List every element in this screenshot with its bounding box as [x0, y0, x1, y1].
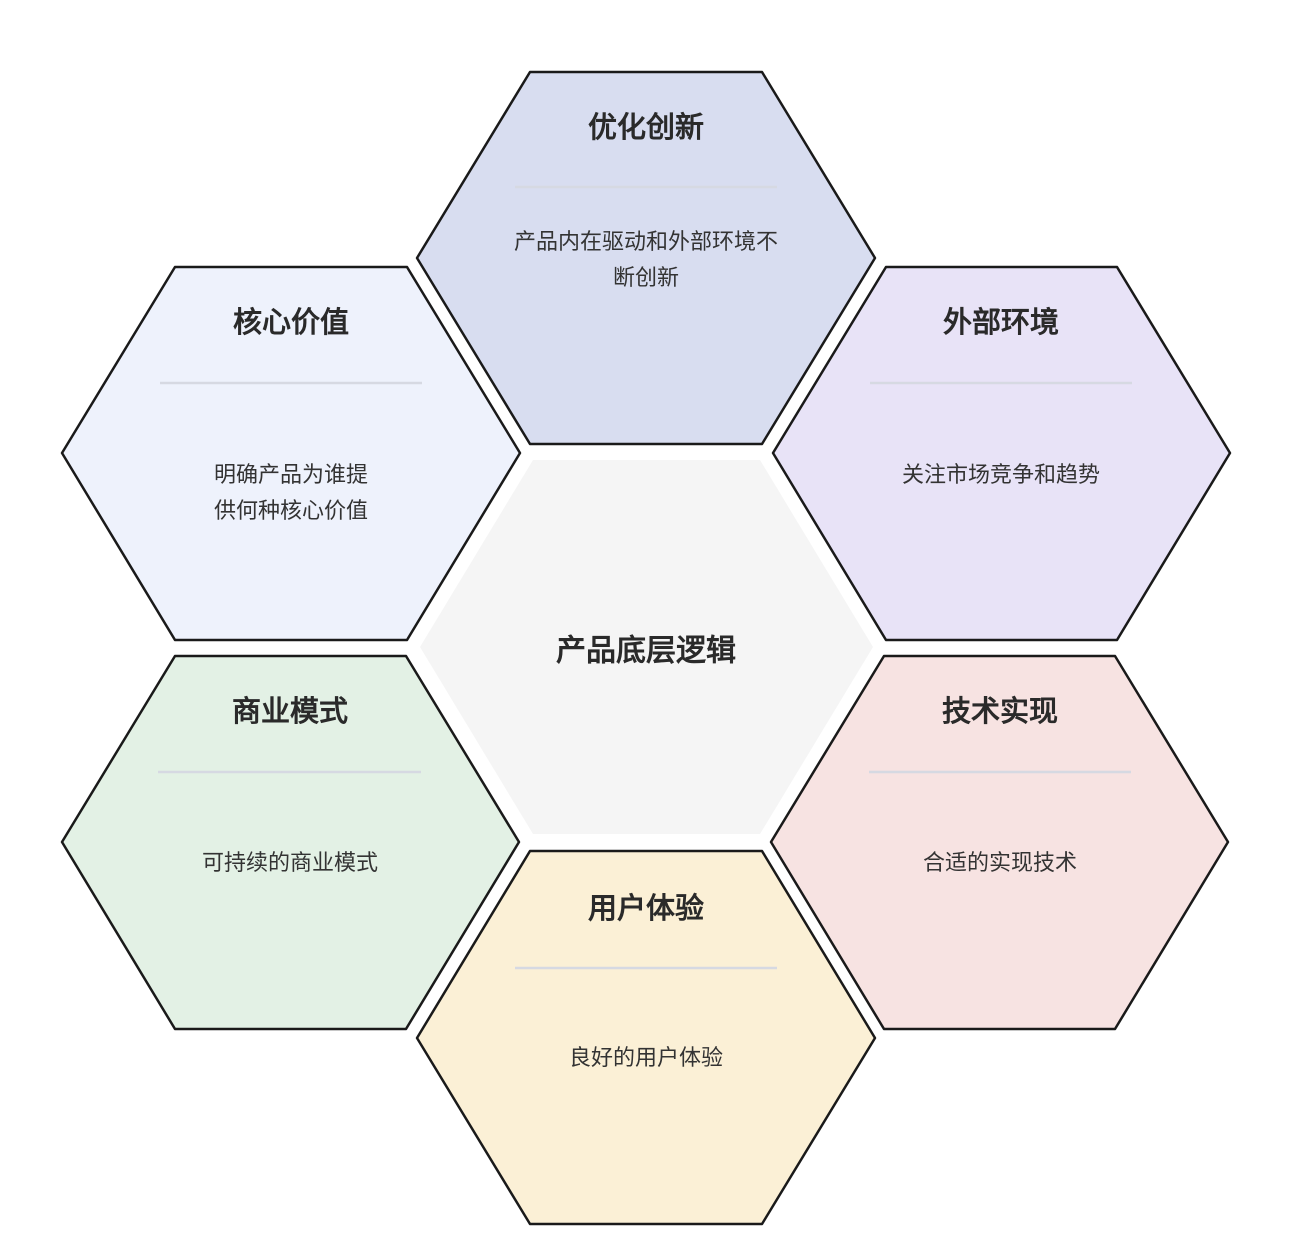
hexagon-title: 用户体验: [588, 891, 704, 925]
hexagon-title: 优化创新: [588, 110, 704, 144]
hexagon-core-value: 核心价值 明确产品为谁提 供何种核心价值: [60, 265, 522, 642]
center-title: 产品底层逻辑: [556, 634, 736, 669]
hexagon-shape: [415, 70, 877, 446]
center-hexagon: 产品底层逻辑: [420, 460, 873, 834]
center-hexagon-shape: [420, 460, 873, 834]
hexagon-user-experience: 用户体验 良好的用户体验: [415, 849, 877, 1226]
hexagon-description-line-1: 良好的用户体验: [569, 1046, 723, 1071]
hexagon-external-env: 外部环境 关注市场竞争和趋势: [771, 265, 1232, 642]
hexagon-shape: [415, 849, 877, 1226]
hexagon-tech-impl: 技术实现 合适的实现技术: [769, 654, 1230, 1031]
hexagon-shape: [769, 654, 1230, 1031]
hexagon-shape: [60, 654, 521, 1031]
hexagon-description-line-2: 供何种核心价值: [214, 499, 368, 524]
hexagon-title: 核心价值: [233, 305, 349, 339]
hexagon-description-line-1: 产品内在驱动和外部环境不: [514, 230, 778, 255]
hexagon-shape: [60, 265, 522, 642]
hexagon-description-line-1: 可持续的商业模式: [202, 851, 378, 876]
hexagon-description-line-2: 断创新: [613, 266, 679, 291]
hexagon-title: 技术实现: [942, 694, 1058, 728]
hexagon-shape: [771, 265, 1232, 642]
hexagon-business-model: 商业模式 可持续的商业模式: [60, 654, 521, 1031]
hexagon-description-line-1: 明确产品为谁提: [214, 463, 368, 488]
hexagon-title: 外部环境: [943, 305, 1059, 339]
hexagon-description-line-1: 合适的实现技术: [923, 851, 1077, 876]
hexagon-title: 商业模式: [232, 694, 348, 728]
hexagon-optimize-innovate: 优化创新 产品内在驱动和外部环境不 断创新: [415, 70, 877, 446]
hexagon-description-line-1: 关注市场竞争和趋势: [902, 463, 1100, 488]
